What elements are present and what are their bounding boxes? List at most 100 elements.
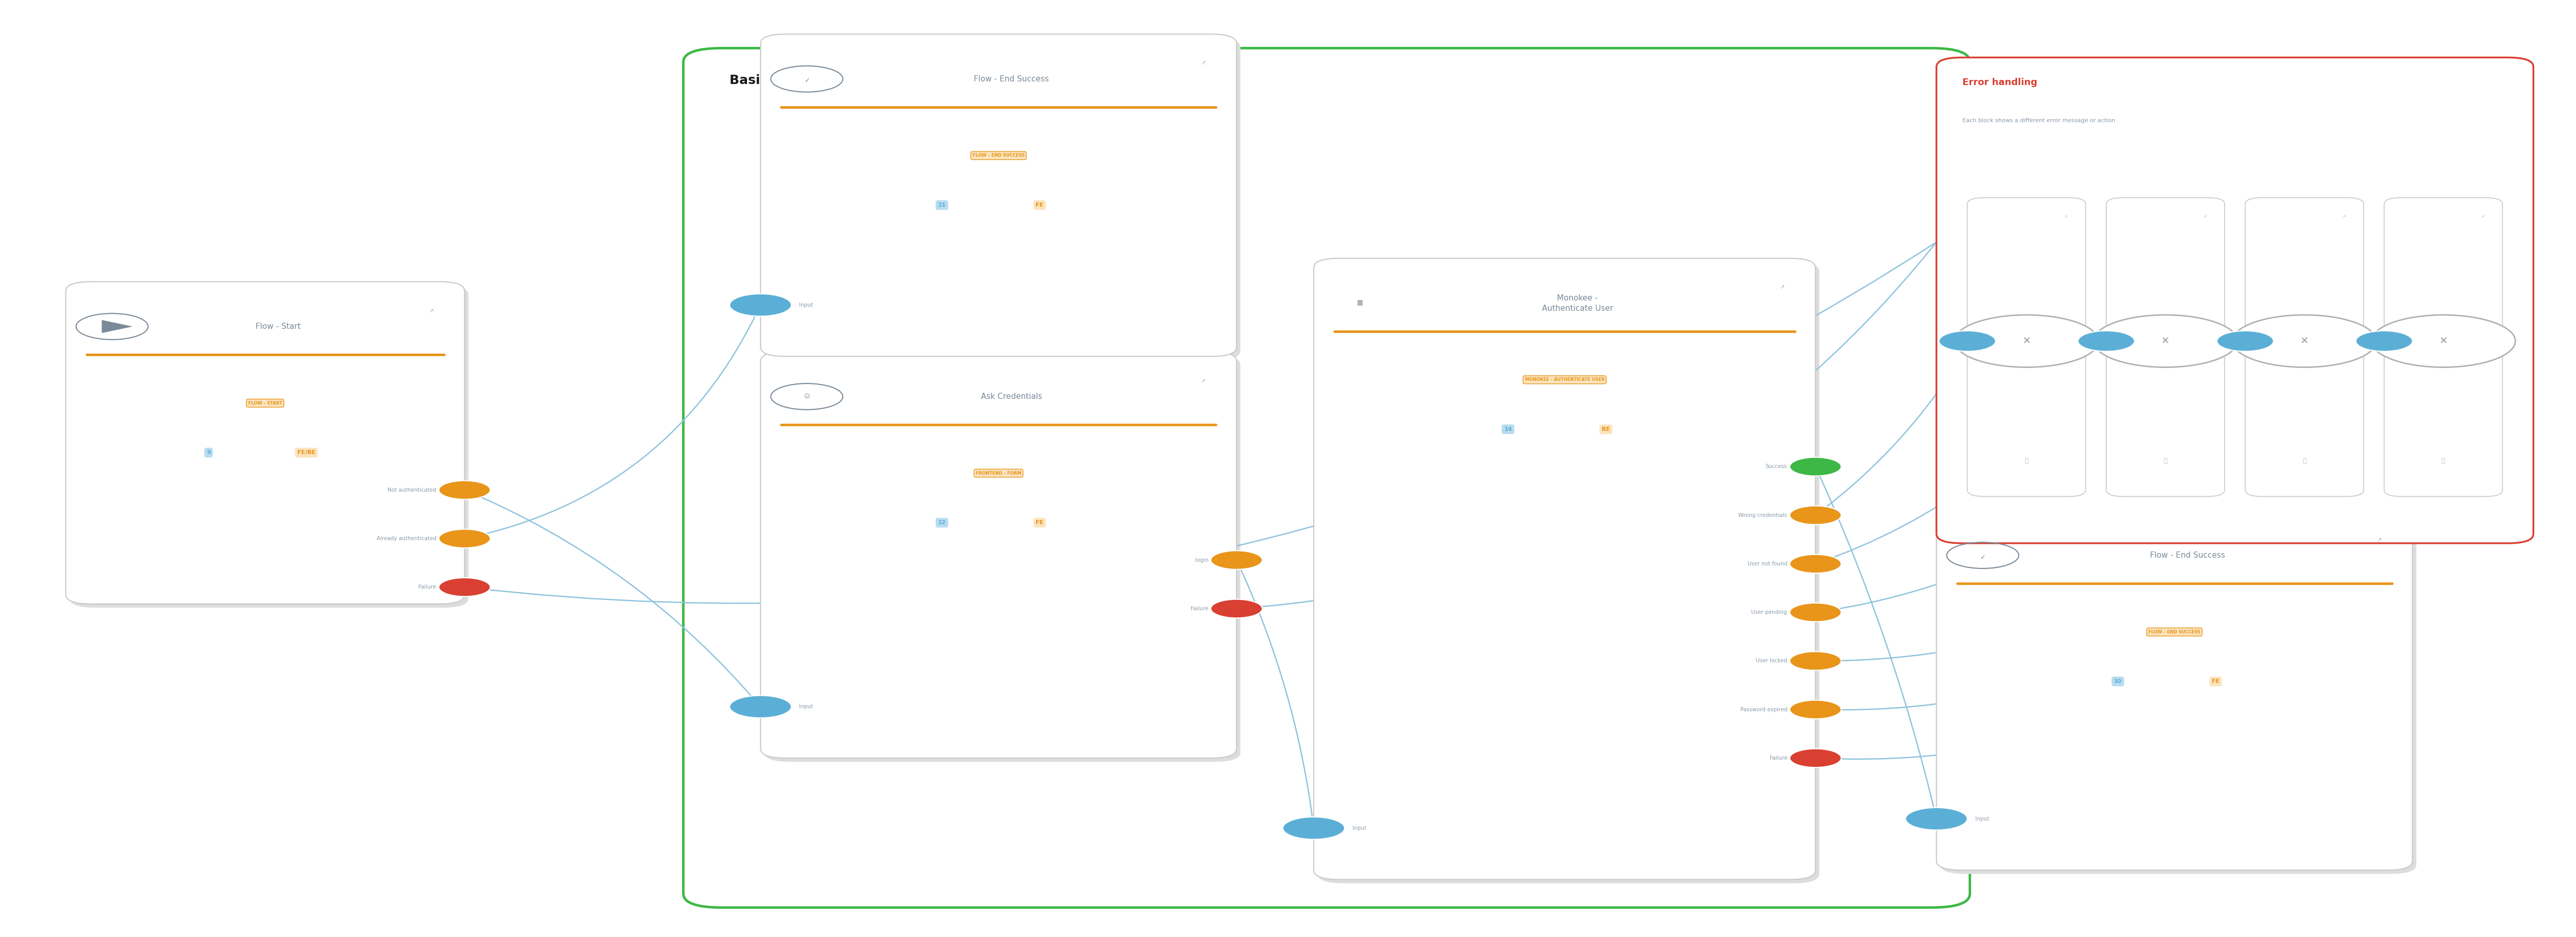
Text: Input: Input xyxy=(799,704,814,709)
Text: FE/BE: FE/BE xyxy=(296,450,314,455)
Text: ↗: ↗ xyxy=(2481,215,2483,219)
Text: 21: 21 xyxy=(938,202,945,208)
Text: ☺: ☺ xyxy=(804,394,809,399)
Circle shape xyxy=(438,578,489,597)
Text: Basic Credential Authentication: Basic Credential Authentication xyxy=(729,74,961,86)
Text: ⓘ: ⓘ xyxy=(2303,457,2306,465)
FancyBboxPatch shape xyxy=(760,351,1236,758)
Circle shape xyxy=(1790,555,1842,573)
Text: Monokee -
Authenticate User: Monokee - Authenticate User xyxy=(1543,294,1613,312)
Circle shape xyxy=(438,481,489,499)
Text: FE: FE xyxy=(2213,679,2221,684)
Circle shape xyxy=(1790,700,1842,719)
Text: Flow - End Success: Flow - End Success xyxy=(2151,552,2226,559)
FancyBboxPatch shape xyxy=(1937,57,2532,543)
FancyBboxPatch shape xyxy=(1968,198,2087,497)
Circle shape xyxy=(2218,331,2275,351)
Circle shape xyxy=(2079,331,2136,351)
Text: 10: 10 xyxy=(2115,679,2123,684)
Text: Already authenticated: Already authenticated xyxy=(376,536,435,542)
Text: FLOW - START: FLOW - START xyxy=(247,401,283,406)
Text: User locked: User locked xyxy=(1757,659,1788,663)
Text: Wrong credentials: Wrong credentials xyxy=(1739,513,1788,518)
Text: FRONTEND - FORM: FRONTEND - FORM xyxy=(976,471,1020,475)
FancyBboxPatch shape xyxy=(765,37,1242,360)
Text: FLOW - END SUCCESS: FLOW - END SUCCESS xyxy=(974,154,1025,157)
Text: ⓘ: ⓘ xyxy=(2025,457,2027,465)
Text: FE: FE xyxy=(1036,202,1043,208)
Text: 12: 12 xyxy=(938,520,945,526)
Text: Error handling: Error handling xyxy=(1963,78,2038,87)
Circle shape xyxy=(2094,315,2239,367)
Text: ↗: ↗ xyxy=(428,309,433,314)
Circle shape xyxy=(438,529,489,548)
FancyBboxPatch shape xyxy=(2385,198,2501,497)
Text: Flow - End Success: Flow - End Success xyxy=(974,75,1048,82)
FancyBboxPatch shape xyxy=(760,34,1236,356)
Circle shape xyxy=(1790,651,1842,670)
Text: Success: Success xyxy=(1765,464,1788,469)
Circle shape xyxy=(2372,315,2514,367)
Text: Failure: Failure xyxy=(417,585,435,589)
Circle shape xyxy=(1955,315,2099,367)
FancyBboxPatch shape xyxy=(1940,514,2416,874)
Circle shape xyxy=(1790,457,1842,476)
Text: Not authenticated: Not authenticated xyxy=(386,487,435,493)
FancyBboxPatch shape xyxy=(2107,198,2226,497)
Circle shape xyxy=(1940,331,1996,351)
FancyBboxPatch shape xyxy=(683,48,1971,908)
FancyBboxPatch shape xyxy=(67,282,464,604)
Text: Password expired: Password expired xyxy=(1741,706,1788,712)
Text: Flow - Start: Flow - Start xyxy=(255,322,301,331)
Text: login: login xyxy=(1195,558,1208,562)
Circle shape xyxy=(729,695,791,718)
Text: ↗: ↗ xyxy=(1780,286,1785,290)
Text: Each block shows a different error message or action: Each block shows a different error messa… xyxy=(1963,118,2115,124)
Text: User pending: User pending xyxy=(1752,610,1788,615)
Text: ↗: ↗ xyxy=(2063,215,2069,219)
Text: ✕: ✕ xyxy=(2022,336,2030,346)
Circle shape xyxy=(1211,551,1262,570)
Text: ↗: ↗ xyxy=(1200,62,1206,67)
Circle shape xyxy=(1211,600,1262,618)
FancyBboxPatch shape xyxy=(2246,198,2365,497)
Circle shape xyxy=(1283,817,1345,840)
Text: User not found: User not found xyxy=(1747,561,1788,566)
Text: Failure: Failure xyxy=(1190,606,1208,611)
Text: FE: FE xyxy=(1036,520,1043,526)
Text: BE: BE xyxy=(1602,426,1610,432)
FancyBboxPatch shape xyxy=(1316,262,1819,884)
Text: ✕: ✕ xyxy=(2439,336,2447,346)
Circle shape xyxy=(2233,315,2378,367)
Text: ✓: ✓ xyxy=(804,78,809,84)
Circle shape xyxy=(1790,506,1842,525)
Circle shape xyxy=(1790,603,1842,621)
Text: ↗: ↗ xyxy=(2378,538,2383,543)
Text: Failure: Failure xyxy=(1770,755,1788,761)
FancyBboxPatch shape xyxy=(1937,511,2414,870)
FancyBboxPatch shape xyxy=(765,355,1242,762)
Text: Ask Credentials: Ask Credentials xyxy=(981,393,1043,400)
Text: ↗: ↗ xyxy=(1200,379,1206,384)
Text: FLOW - END SUCCESS: FLOW - END SUCCESS xyxy=(2148,630,2200,634)
Text: ▦: ▦ xyxy=(1358,300,1363,306)
FancyBboxPatch shape xyxy=(1314,259,1816,880)
Circle shape xyxy=(1790,749,1842,767)
Text: Input: Input xyxy=(1976,816,1989,822)
Text: ✕: ✕ xyxy=(2161,336,2169,346)
Text: Input: Input xyxy=(1352,825,1365,831)
Text: MONOKEE - AUTHENTICATE USER: MONOKEE - AUTHENTICATE USER xyxy=(1525,378,1605,382)
Circle shape xyxy=(2357,331,2414,351)
Text: ⓘ: ⓘ xyxy=(2442,457,2445,465)
Circle shape xyxy=(1906,808,1968,830)
Text: 14: 14 xyxy=(1504,426,1512,432)
Circle shape xyxy=(729,294,791,316)
Polygon shape xyxy=(103,320,131,333)
Text: Input: Input xyxy=(799,303,814,307)
Text: ✕: ✕ xyxy=(2300,336,2308,346)
Text: ↗: ↗ xyxy=(2342,215,2347,219)
FancyBboxPatch shape xyxy=(70,286,469,608)
Text: ✓: ✓ xyxy=(1981,554,1986,560)
Text: 9: 9 xyxy=(206,450,211,455)
Text: ↗: ↗ xyxy=(2202,215,2208,219)
